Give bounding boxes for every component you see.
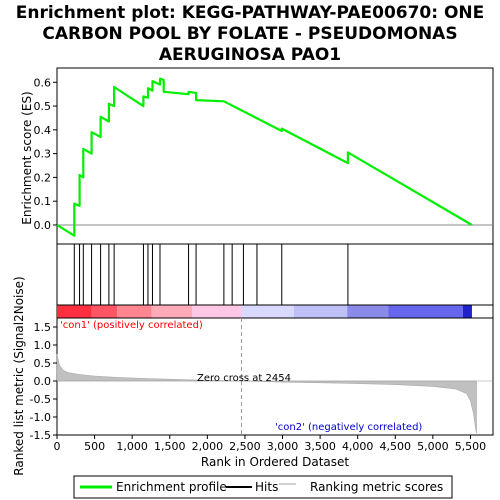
x-tick-label: 0 <box>54 440 61 453</box>
legend-metric-label: Ranking metric scores <box>310 480 443 494</box>
hits-panel-frame <box>56 243 494 306</box>
metric-tick-label: 1.0 <box>34 339 52 352</box>
es-axis: 0.0 0.1 0.2 0.3 0.4 0.5 0.6 <box>34 76 493 232</box>
es-tick-label: 0.6 <box>34 76 52 89</box>
legend-frame <box>73 475 453 499</box>
x-tick-label: 4,500 <box>380 440 412 453</box>
hits-series <box>73 244 349 305</box>
metric-y-axis-label: Ranked list metric (Signal2Noise) <box>12 276 26 475</box>
es-tick-label: 0.2 <box>34 171 52 184</box>
x-axis-label: Rank in Ordered Dataset <box>201 455 349 469</box>
es-tick-label: 0.3 <box>34 148 52 161</box>
x-tick-label: 4,000 <box>342 440 374 453</box>
x-tick-label: 5,000 <box>417 440 449 453</box>
ranking-metric-area <box>56 353 477 434</box>
x-tick-label: 2,000 <box>192 440 224 453</box>
legend-enrichment-label: Enrichment profile <box>116 480 227 494</box>
x-tick-label: 2,500 <box>229 440 261 453</box>
colorbar-segment <box>388 305 463 318</box>
colorbar-segment <box>151 305 193 318</box>
es-panel-frame <box>56 67 494 245</box>
es-tick-label: 0.4 <box>34 124 52 137</box>
colorbar <box>57 305 472 318</box>
enrichment-profile-line <box>56 77 473 237</box>
es-tick-label: 0.0 <box>34 219 52 232</box>
colorbar-segment <box>347 305 389 318</box>
colorbar-segment <box>192 305 242 318</box>
colorbar-segment <box>462 305 472 318</box>
neg-correlated-label: 'con2' (negatively correlated) <box>275 422 422 433</box>
es-tick-label: 0.1 <box>34 195 52 208</box>
metric-axis: -1.5 -1.0 -0.5 0.0 0.5 1.0 1.5 <box>30 321 57 442</box>
metric-tick-label: 1.5 <box>34 321 52 334</box>
x-tick-label: 1,500 <box>154 440 186 453</box>
es-y-axis-label: Enrichment score (ES) <box>20 91 34 224</box>
es-tick-label: 0.5 <box>34 100 52 113</box>
colorbar-segment <box>241 305 294 318</box>
colorbar-segment <box>57 305 92 318</box>
x-tick-label: 500 <box>84 440 105 453</box>
metric-tick-label: -1.5 <box>30 429 51 442</box>
pos-correlated-label: 'con1' (positively correlated) <box>60 320 203 331</box>
chart-title-line-1: Enrichment plot: KEGG-PATHWAY-PAE00670: … <box>16 3 485 23</box>
metric-tick-label: -0.5 <box>30 393 51 406</box>
zero-cross-label: Zero cross at 2454 <box>197 373 291 384</box>
chart-title-line-2: CARBON POOL BY FOLATE - PSEUDOMONAS <box>42 24 457 44</box>
legend-hits-label: Hits <box>255 480 278 494</box>
metric-tick-label: 0.0 <box>34 375 52 388</box>
colorbar-segment <box>293 305 348 318</box>
x-axis: 0 500 1,000 1,500 2,000 2,500 3,000 3,500 4,000 4… <box>54 435 487 453</box>
x-tick-label: 3,500 <box>304 440 336 453</box>
x-tick-label: 3,000 <box>267 440 299 453</box>
metric-tick-label: 0.5 <box>34 357 52 370</box>
ranking-metric-series <box>56 318 493 435</box>
metric-tick-label: -1.0 <box>30 411 51 424</box>
legend: Enrichment profile Hits Ranking metric s… <box>73 475 453 499</box>
colorbar-segment <box>91 305 118 318</box>
x-tick-label: 5,500 <box>455 440 487 453</box>
colorbar-segment <box>117 305 152 318</box>
es-series <box>56 77 473 237</box>
metric-panel-frame <box>56 317 494 436</box>
x-tick-label: 1,000 <box>116 440 148 453</box>
chart-title-line-3: AERUGINOSA PAO1 <box>159 45 341 65</box>
